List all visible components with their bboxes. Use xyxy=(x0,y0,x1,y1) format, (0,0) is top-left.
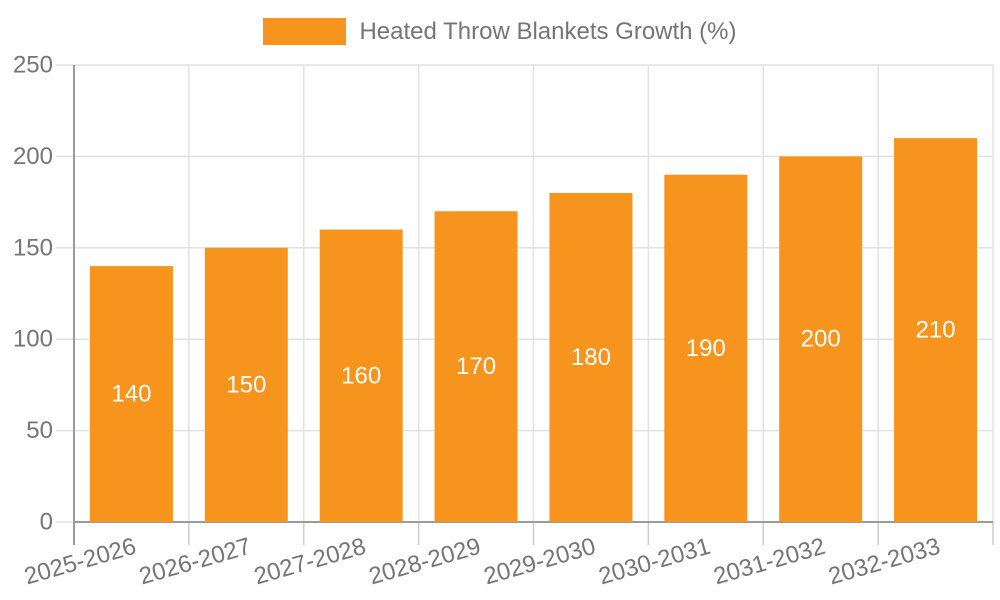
y-tick-label: 200 xyxy=(13,143,53,170)
bar-value-label: 150 xyxy=(226,371,266,398)
bar[interactable] xyxy=(204,247,288,523)
legend-swatch xyxy=(263,18,347,45)
bar-value-label: 190 xyxy=(686,335,726,362)
x-tick-label: 2030-2031 xyxy=(596,533,714,591)
bar-series xyxy=(89,138,978,523)
y-tick-label: 250 xyxy=(13,52,53,79)
x-tick-label: 2031-2032 xyxy=(711,533,829,591)
value-labels: 140 150 160 170 180 190 200 210 xyxy=(111,317,955,408)
legend[interactable]: Heated Throw Blankets Growth (%) xyxy=(0,18,1000,45)
bar-value-label: 210 xyxy=(916,317,956,344)
x-tick-label: 2028-2029 xyxy=(366,533,484,591)
x-tick-label: 2027-2028 xyxy=(251,533,369,591)
bar-value-label: 160 xyxy=(341,362,381,389)
x-tick-label: 2032-2033 xyxy=(825,533,943,591)
bar[interactable] xyxy=(894,138,978,522)
y-tick-label: 150 xyxy=(13,234,53,261)
y-tick-label: 100 xyxy=(13,326,53,353)
y-tick-label: 0 xyxy=(40,509,53,536)
bar[interactable] xyxy=(549,192,633,522)
bar-value-label: 180 xyxy=(571,344,611,371)
x-axis-labels: 2025-20262026-20272027-20282028-20292029… xyxy=(21,533,943,591)
bar-value-label: 200 xyxy=(801,326,841,353)
x-tick-label: 2029-2030 xyxy=(481,533,599,591)
bar[interactable] xyxy=(779,156,863,522)
tick-marks xyxy=(56,64,994,545)
bar[interactable] xyxy=(434,211,518,523)
bar-value-label: 140 xyxy=(111,381,151,408)
x-tick-label: 2026-2027 xyxy=(136,533,254,591)
bar-value-label: 170 xyxy=(456,353,496,380)
bar[interactable] xyxy=(664,174,748,522)
x-tick-label: 2025-2026 xyxy=(21,533,139,591)
legend-label: Heated Throw Blankets Growth (%) xyxy=(359,18,737,45)
y-tick-label: 50 xyxy=(26,417,53,444)
bar[interactable] xyxy=(89,266,173,522)
y-axis-labels: 0 50 100 150 200 250 xyxy=(13,52,53,536)
bar[interactable] xyxy=(319,229,403,522)
